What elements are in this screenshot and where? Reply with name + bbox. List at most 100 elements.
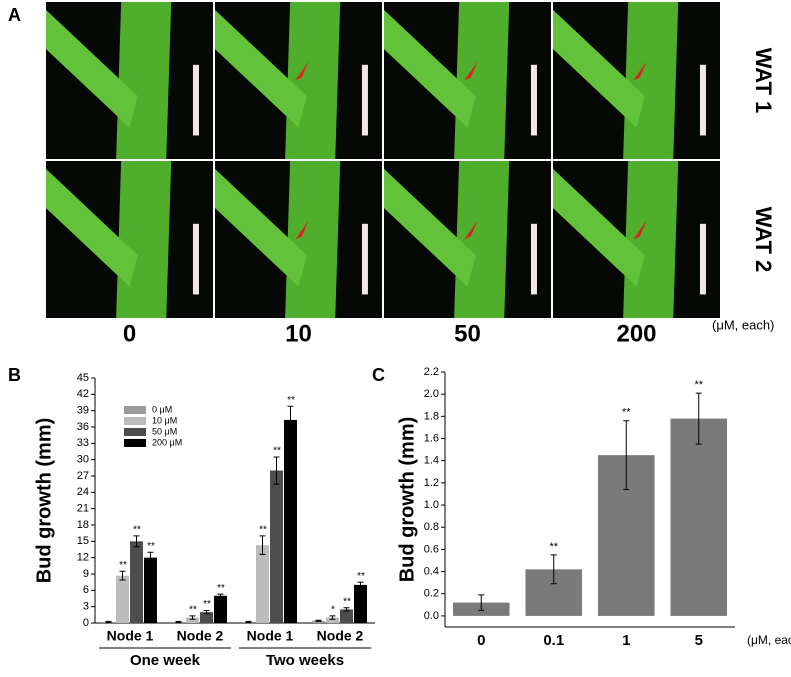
x-tick-label: 0.1 xyxy=(543,632,564,649)
error-bar xyxy=(259,535,266,555)
panel-label: A xyxy=(8,5,21,25)
scale-bar xyxy=(192,223,199,295)
scale-bar xyxy=(530,64,537,136)
bar xyxy=(214,595,227,623)
bar xyxy=(144,557,157,623)
legend-label: 200 μM xyxy=(152,437,182,447)
y-tick-label: 0.2 xyxy=(424,588,439,600)
arrow xyxy=(295,220,309,240)
stem xyxy=(285,2,341,159)
y-tick-label: 1.6 xyxy=(424,432,439,444)
y-tick-label: 0 xyxy=(83,617,89,629)
x-tick-label: Node 1 xyxy=(107,628,154,644)
scale-bar xyxy=(361,223,368,295)
legend-swatch xyxy=(124,406,146,414)
y-tick-label: 45 xyxy=(77,372,89,384)
x-tick-label: 5 xyxy=(695,632,703,649)
error-bar xyxy=(133,535,140,548)
y-tick-label: 2.0 xyxy=(424,388,439,400)
stem xyxy=(116,161,172,318)
significance: ** xyxy=(287,395,295,406)
arrow xyxy=(295,61,309,81)
arrow xyxy=(464,61,478,81)
y-tick-label: 15 xyxy=(77,535,89,547)
group-label: One week xyxy=(130,652,201,669)
bar xyxy=(130,541,143,623)
scale-bar xyxy=(361,64,368,136)
error-bar xyxy=(203,609,210,615)
significance: ** xyxy=(133,525,141,536)
error-bar xyxy=(119,570,126,581)
significance: * xyxy=(331,605,335,616)
scale-bar xyxy=(699,64,706,136)
bar xyxy=(186,617,199,623)
scale-bar xyxy=(699,223,706,295)
significance: ** xyxy=(343,596,351,607)
y-tick-label: 21 xyxy=(77,503,89,515)
x-tick-label: 1 xyxy=(622,632,630,649)
y-tick-label: 1.8 xyxy=(424,410,439,422)
y-tick-label: 18 xyxy=(77,519,89,531)
y-tick-label: 12 xyxy=(77,552,89,564)
y-tick-label: 36 xyxy=(77,421,89,433)
stem xyxy=(454,2,510,159)
bar xyxy=(354,584,367,623)
group-label: Two weeks xyxy=(266,652,344,669)
y-tick-label: 42 xyxy=(77,388,89,400)
branch xyxy=(215,168,307,287)
error-bar xyxy=(217,593,224,598)
significance: ** xyxy=(203,599,211,610)
arrow xyxy=(633,220,647,240)
legend-swatch xyxy=(124,439,146,447)
x-tick-label: Node 2 xyxy=(317,628,364,644)
legend-label: 0 μM xyxy=(152,404,172,414)
error-bar xyxy=(695,392,702,445)
panel-label: C xyxy=(372,365,385,385)
branch xyxy=(46,168,138,287)
significance: ** xyxy=(189,605,197,616)
arrow xyxy=(633,61,647,81)
x-tick-label: 0 xyxy=(477,632,485,649)
scale-bar xyxy=(192,64,199,136)
branch xyxy=(215,9,307,128)
y-tick-label: 0.0 xyxy=(424,610,439,622)
error-bar xyxy=(623,420,630,491)
significance: ** xyxy=(217,583,225,594)
bar xyxy=(312,620,325,623)
column-label: 200 xyxy=(616,320,656,347)
stem xyxy=(623,2,679,159)
branch xyxy=(384,9,476,128)
error-bar xyxy=(343,607,350,612)
y-tick-label: 30 xyxy=(77,454,89,466)
column-label: 50 xyxy=(454,320,481,347)
x-tick-label: Node 2 xyxy=(177,628,224,644)
branch xyxy=(384,168,476,287)
unit-label: (μM, each) xyxy=(712,317,774,332)
y-tick-label: 0.6 xyxy=(424,543,439,555)
error-bar xyxy=(245,620,252,623)
column-label: 0 xyxy=(123,320,136,347)
bar xyxy=(200,612,213,623)
y-tick-label: 6 xyxy=(83,584,89,596)
legend-swatch xyxy=(124,428,146,436)
panel-label: B xyxy=(8,365,21,385)
significance: ** xyxy=(259,525,267,536)
error-bar xyxy=(105,620,112,623)
stem xyxy=(454,161,510,318)
error-bar xyxy=(550,554,557,585)
y-tick-label: 3 xyxy=(83,601,89,613)
legend-swatch xyxy=(124,417,146,425)
y-tick-label: 0.4 xyxy=(424,565,439,577)
arrow xyxy=(464,220,478,240)
stem xyxy=(285,161,341,318)
error-bar xyxy=(147,551,154,564)
y-tick-label: 1.0 xyxy=(424,499,439,511)
error-bar xyxy=(273,456,280,485)
y-tick-label: 27 xyxy=(77,470,89,482)
error-bar xyxy=(329,615,336,620)
significance: ** xyxy=(273,446,281,457)
y-tick-label: 2.2 xyxy=(424,366,439,378)
significance: ** xyxy=(357,571,365,582)
error-bar xyxy=(478,594,485,611)
